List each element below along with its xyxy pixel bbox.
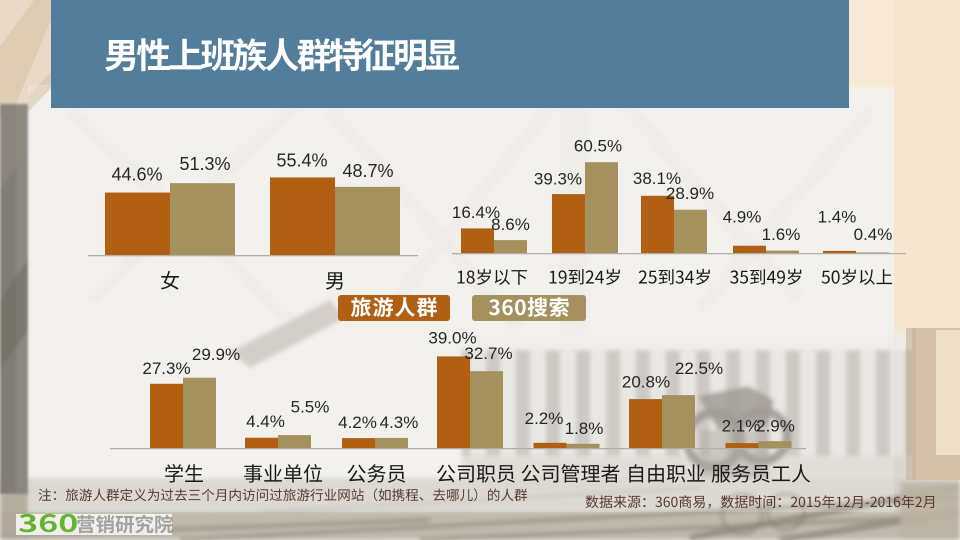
svg-text:4.2%: 4.2% [338,413,377,432]
svg-text:5.5%: 5.5% [291,398,330,417]
svg-text:44.6%: 44.6% [111,165,162,185]
svg-text:1.4%: 1.4% [818,208,857,227]
svg-text:1.6%: 1.6% [762,225,801,244]
svg-text:8.6%: 8.6% [491,215,530,234]
svg-text:2.2%: 2.2% [525,409,564,428]
svg-text:51.3%: 51.3% [179,154,230,174]
svg-text:4.3%: 4.3% [380,413,419,432]
svg-text:28.9%: 28.9% [666,184,714,203]
svg-text:48.7%: 48.7% [342,161,393,181]
svg-text:22.5%: 22.5% [675,359,723,378]
svg-text:16.4%: 16.4% [452,203,500,222]
svg-text:1.8%: 1.8% [565,419,604,438]
svg-text:0.4%: 0.4% [854,225,893,244]
svg-text:39.3%: 39.3% [534,170,582,189]
svg-text:29.9%: 29.9% [192,345,240,364]
svg-text:4.9%: 4.9% [723,208,762,227]
svg-text:39.0%: 39.0% [428,329,476,348]
svg-text:38.1%: 38.1% [633,169,681,188]
svg-text:4.4%: 4.4% [246,412,285,431]
svg-text:2.1%: 2.1% [722,417,761,436]
svg-text:32.7%: 32.7% [464,344,512,363]
svg-text:55.4%: 55.4% [276,151,327,171]
svg-text:2.9%: 2.9% [756,417,795,436]
svg-text:60.5%: 60.5% [574,137,622,156]
svg-text:20.8%: 20.8% [622,373,670,392]
svg-text:27.3%: 27.3% [142,359,190,378]
